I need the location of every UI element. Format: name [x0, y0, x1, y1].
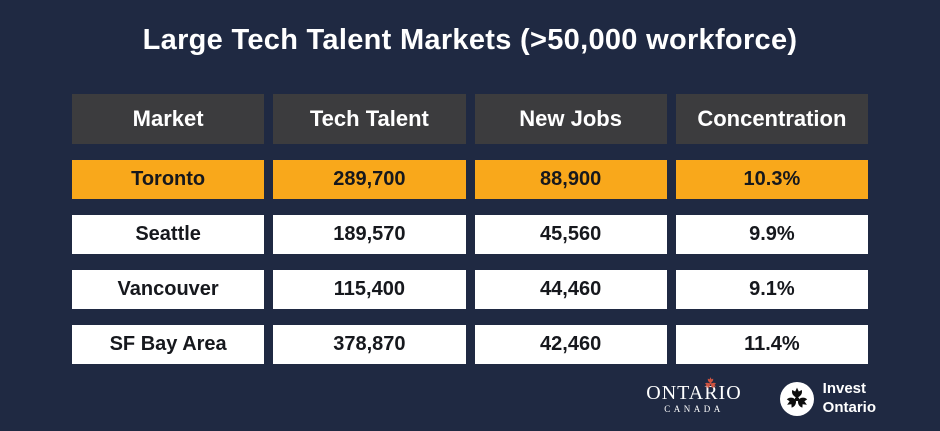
column-header-tech-talent: Tech Talent — [273, 94, 466, 144]
invest-ontario-line2: Ontario — [822, 398, 876, 416]
footer-logos: ONTARIO CANADA — [646, 377, 876, 418]
cell-sf-bay-area-concentration: 11.4% — [675, 325, 868, 364]
cell-seattle-market: Seattle — [72, 215, 265, 254]
ontario-canada-logo: ONTARIO CANADA — [646, 377, 742, 415]
cell-vancouver-tech-talent: 115,400 — [273, 270, 466, 309]
cell-sf-bay-area-new-jobs: 42,460 — [474, 325, 667, 364]
page-title: Large Tech Talent Markets (>50,000 workf… — [142, 24, 798, 56]
invest-ontario-wordmark: Invest Ontario — [823, 380, 876, 418]
invest-ontario-logo: Invest Ontario — [779, 380, 876, 418]
cell-sf-bay-area-market: SF Bay Area — [72, 325, 265, 364]
invest-ontario-line1: Invest — [822, 380, 867, 397]
cell-toronto-tech-talent: 289,700 — [273, 160, 466, 199]
cell-sf-bay-area-tech-talent: 378,870 — [273, 325, 466, 364]
cell-toronto-new-jobs: 88,900 — [474, 160, 667, 199]
trillium-icon — [779, 381, 814, 416]
ontario-wordmark: ONTARIO — [646, 382, 742, 405]
cell-vancouver-market: Vancouver — [72, 270, 265, 309]
trillium-icon — [705, 377, 717, 389]
column-header-concentration: Concentration — [675, 94, 868, 144]
cell-seattle-concentration: 9.9% — [675, 215, 868, 254]
cell-toronto-market: Toronto — [72, 160, 265, 199]
cell-vancouver-new-jobs: 44,460 — [474, 270, 667, 309]
cell-seattle-new-jobs: 45,560 — [474, 215, 667, 254]
canada-wordmark: CANADA — [664, 404, 724, 415]
column-header-new-jobs: New Jobs — [474, 94, 667, 144]
cell-toronto-concentration: 10.3% — [675, 160, 868, 199]
cell-vancouver-concentration: 9.1% — [675, 270, 868, 309]
tech-talent-table: Market Tech Talent New Jobs Concentratio… — [72, 94, 868, 364]
column-header-market: Market — [72, 94, 265, 144]
cell-seattle-tech-talent: 189,570 — [273, 215, 466, 254]
